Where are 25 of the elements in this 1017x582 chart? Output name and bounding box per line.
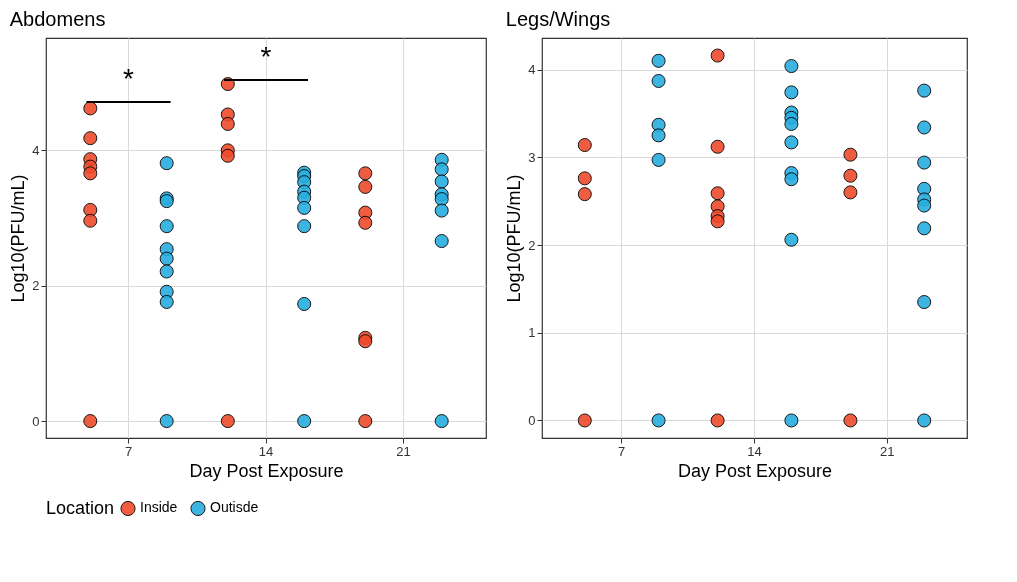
x-tick-label: 14 — [258, 443, 274, 459]
y-tick-label: 4 — [528, 62, 536, 78]
legend-title: Location — [46, 498, 115, 518]
chart-title: Abdomens — [9, 8, 106, 30]
y-axis-title: Log10(PFU/mL) — [8, 174, 29, 303]
y-tick-label: 2 — [528, 237, 536, 253]
x-tick-label: 21 — [396, 443, 411, 459]
y-tick-label: 0 — [528, 412, 536, 428]
y-axis-title: Log10(PFU/mL) — [504, 174, 525, 303]
y-tick-label: 1 — [528, 325, 536, 341]
x-axis-title: Day Post Exposure — [677, 460, 833, 481]
x-tick-label: 21 — [880, 443, 895, 459]
legend-label: Outisde — [210, 499, 259, 516]
x-tick-label: 7 — [124, 443, 133, 459]
x-axis-title: Day Post Exposure — [189, 460, 344, 481]
x-tick-label: 7 — [618, 443, 626, 459]
y-tick-label: 3 — [528, 149, 536, 165]
y-tick-label: 4 — [32, 142, 40, 158]
y-tick-label: 2 — [32, 278, 40, 294]
y-tick-label: 0 — [32, 413, 40, 429]
x-tick-label: 14 — [747, 443, 762, 459]
legend-label: Inside — [140, 499, 178, 516]
annotation: * — [123, 63, 135, 94]
annotation: * — [260, 41, 272, 72]
chart-title: Legs/Wings — [505, 8, 611, 30]
